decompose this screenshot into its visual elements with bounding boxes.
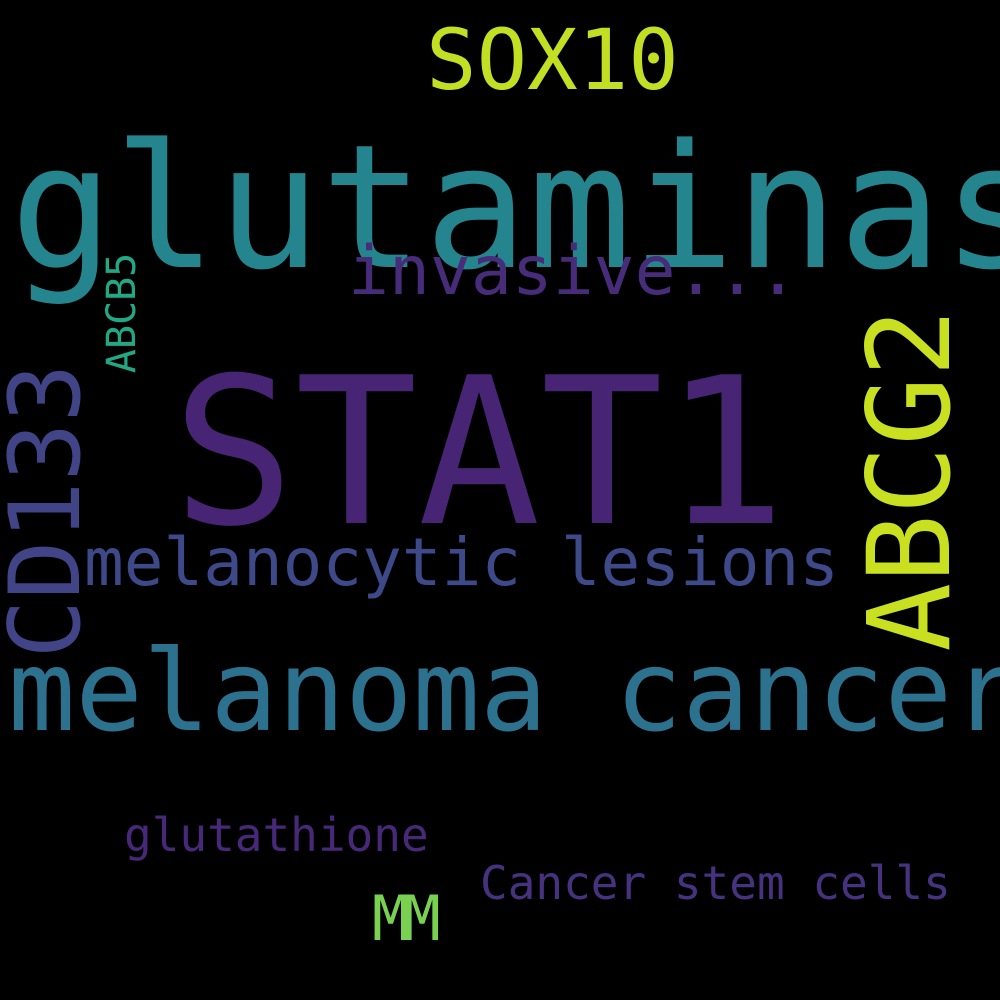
word-sox10: SOX10 [426,11,679,109]
word-invasive: invasive... [348,232,799,311]
word-melanocytic-lesions: melanocytic lesions [84,524,839,601]
word-melanoma-cancer: melanoma cancer [8,627,1000,757]
word-abcg2: ABCG2 [843,308,976,652]
word-stat1: STAT1 [172,335,787,572]
word-cancer-stem-cells: Cancer stem cells [480,856,951,910]
word-cd133: CD133 [0,363,103,659]
word-mm: MM [372,882,441,955]
word-glutaminase: glutaminase [10,107,1000,308]
word-abcb5: ABCB5 [99,252,145,374]
word-glutathione: glutathione [124,808,429,862]
